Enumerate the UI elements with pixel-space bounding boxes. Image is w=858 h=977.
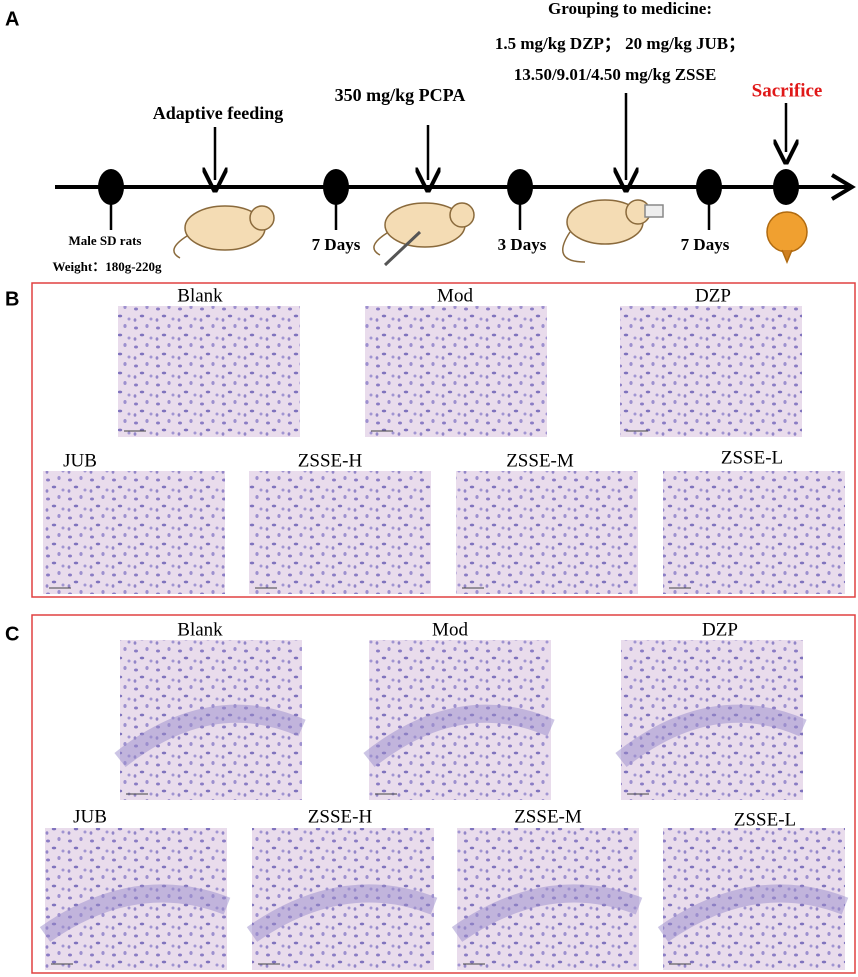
image-title: ZSSE-L <box>721 447 783 468</box>
image-title: Blank <box>177 285 223 306</box>
rats-label: Male SD rats <box>69 233 142 248</box>
panel-frame <box>31 282 856 598</box>
weight-label: Weight：180g-220g <box>52 259 162 274</box>
histology-image <box>249 471 431 594</box>
rat-icons <box>173 199 808 267</box>
cell-layer <box>657 884 849 942</box>
histology-image <box>620 306 802 437</box>
histology-image <box>663 471 845 594</box>
image-title: JUB <box>73 806 107 827</box>
grouping-line: 13.50/9.01/4.50 mg/kg ZSSE <box>514 65 717 84</box>
cell-layer <box>39 884 231 942</box>
image-title: Mod <box>432 619 468 640</box>
image-title: ZSSE-H <box>308 806 373 827</box>
timeline <box>55 93 856 230</box>
step-label: 350 mg/kg PCPA <box>335 85 466 105</box>
cell-layer <box>451 884 643 942</box>
panel-label: A <box>5 8 19 30</box>
grouping-title: Grouping to medicine: <box>548 0 712 18</box>
step-label: Adaptive feeding <box>153 103 284 123</box>
histology-image <box>365 306 547 437</box>
image-title: DZP <box>695 285 731 306</box>
image-title: JUB <box>63 450 97 471</box>
image-title: Mod <box>437 285 473 306</box>
panel-label: B <box>5 288 19 310</box>
histology-image <box>43 471 225 594</box>
cell-layer <box>363 704 555 768</box>
panel-frame <box>31 614 856 974</box>
cell-layer <box>246 884 438 942</box>
image-title: DZP <box>702 619 738 640</box>
image-title: ZSSE-H <box>298 450 363 471</box>
duration-label: 7 Days <box>312 235 361 254</box>
histology-image <box>118 306 300 437</box>
image-title: ZSSE-M <box>514 806 582 827</box>
panel-label: C <box>5 623 19 645</box>
step-label: Sacrifice <box>752 80 823 101</box>
image-title: ZSSE-L <box>734 809 796 830</box>
histology-image <box>456 471 638 594</box>
grouping-line: 1.5 mg/kg DZP； 20 mg/kg JUB； <box>495 34 745 53</box>
image-title: ZSSE-M <box>506 450 574 471</box>
cell-layer <box>615 704 807 768</box>
duration-label: 3 Days <box>498 235 547 254</box>
image-title: Blank <box>177 619 223 640</box>
duration-label: 7 Days <box>681 235 730 254</box>
cell-layer <box>114 704 306 768</box>
